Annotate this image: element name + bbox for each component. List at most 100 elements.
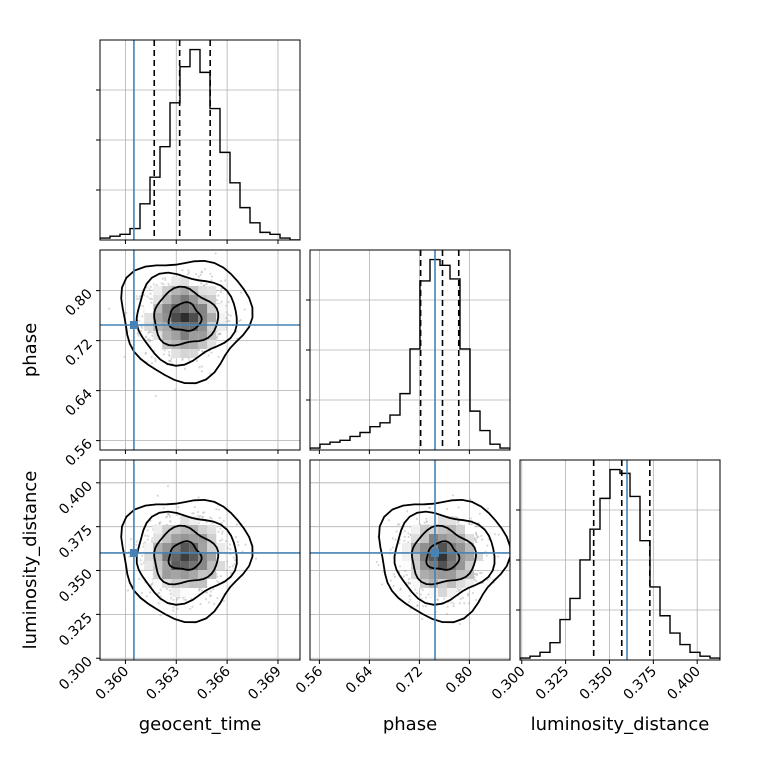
scatter-point (407, 532, 410, 535)
density-cell (153, 304, 163, 313)
scatter-point (226, 319, 229, 322)
scatter-point (198, 366, 201, 369)
density-cell (198, 340, 208, 349)
scatter-point (205, 282, 208, 286)
truth-marker (431, 548, 439, 557)
x-tick-label: 0.363 (143, 664, 183, 704)
density-cell (180, 313, 190, 322)
scatter-point (392, 585, 395, 588)
scatter-point (152, 283, 155, 286)
density-cell (447, 587, 456, 597)
scatter-point (148, 340, 151, 343)
density-cell (429, 587, 438, 597)
scatter-point (217, 355, 220, 358)
scatter-point (416, 604, 419, 608)
density-cell (189, 286, 199, 295)
scatter-point (168, 359, 171, 363)
scatter-point (443, 597, 446, 600)
scatter-point (161, 277, 164, 280)
contours (120, 259, 254, 385)
scatter-point (130, 538, 133, 541)
scatter-point (461, 596, 465, 599)
density-cell (411, 524, 420, 534)
scatter-point (169, 515, 172, 519)
density-cell (456, 569, 465, 579)
density-cell (180, 551, 190, 561)
scatter-point (136, 297, 139, 301)
density-cell (180, 340, 190, 349)
scatter-point (201, 270, 204, 273)
density-cell (162, 560, 172, 570)
scatter-point (403, 539, 406, 542)
density-blocks (144, 277, 226, 358)
scatter-point (139, 329, 143, 332)
density-cell (456, 533, 465, 543)
density-cell (429, 542, 438, 552)
scatter-point (140, 591, 144, 595)
scatter-point (424, 596, 428, 599)
density-cell (420, 569, 429, 579)
scatter-point (457, 506, 460, 509)
scatter-point (186, 273, 189, 276)
x-tick-label: 0.366 (194, 663, 234, 703)
panel-frame (519, 459, 721, 661)
scatter-point (144, 541, 147, 544)
scatter-point (407, 535, 410, 539)
scatter-point (467, 602, 471, 605)
y-tick-label: 0.64 (62, 386, 95, 419)
y-tick-label: 0.56 (62, 436, 95, 469)
scatter-point (225, 311, 228, 314)
density-cell (189, 524, 199, 534)
scatter-point (135, 295, 138, 298)
scatter-point (200, 271, 203, 274)
scatter-point (148, 591, 152, 594)
scatter-point (436, 598, 439, 601)
scatter-point (474, 539, 478, 542)
scatter-point (228, 566, 231, 569)
density-cell (411, 560, 420, 570)
scatter-point (192, 512, 195, 515)
scatter-point (176, 607, 179, 610)
density-cell (474, 542, 483, 552)
scatter-point (159, 520, 162, 524)
scatter-point (475, 534, 478, 537)
scatter-point (425, 520, 428, 523)
scatter-point (150, 539, 153, 543)
scatter-point (237, 543, 240, 547)
scatter-point (425, 520, 428, 523)
scatter-point (154, 357, 157, 360)
density-cell (402, 551, 411, 561)
density-cell (216, 322, 226, 331)
scatter-point (474, 532, 478, 535)
density-cell (456, 578, 465, 588)
scatter-point (146, 295, 149, 298)
scatter-point (452, 605, 455, 608)
scatter-point (393, 575, 397, 578)
contour-line (167, 540, 203, 571)
x-tick-label: 0.325 (533, 664, 573, 704)
scatter-point (219, 333, 222, 336)
scatter-point (407, 581, 410, 585)
scatter-point (203, 511, 206, 514)
scatter-point (212, 587, 215, 591)
scatter-point (209, 594, 212, 598)
scatter-point (154, 359, 157, 362)
density-cell (447, 542, 456, 552)
scatter-point (158, 522, 161, 525)
scatter-point (478, 512, 481, 515)
y-tick-label: 0.400 (56, 478, 96, 518)
density-cell (162, 542, 172, 552)
density-cell (438, 578, 447, 588)
contour-line (167, 301, 203, 332)
scatter-point (403, 529, 407, 533)
scatter-point (473, 572, 476, 575)
scatter-point (470, 523, 474, 526)
scatter-point (216, 597, 219, 600)
scatter-point (183, 598, 186, 601)
scatter-point (216, 298, 219, 302)
contour-line (393, 510, 496, 606)
panel-geocent_time-phase: 0.56 0.64 0.72 0.80 phase (20, 249, 301, 469)
density-cell (189, 578, 199, 588)
density-cell (411, 551, 420, 561)
scatter-point (209, 516, 212, 519)
